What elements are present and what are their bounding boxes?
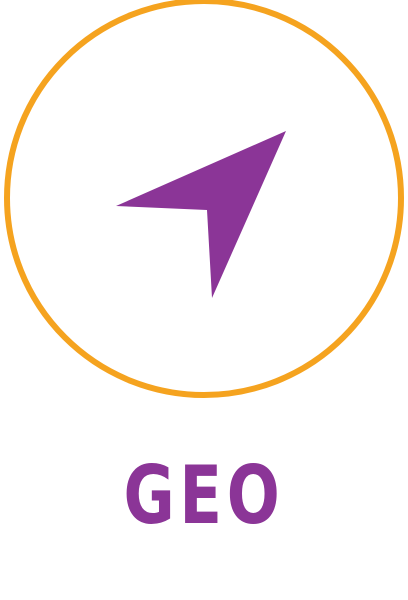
ring-badge-graphic: [4, 0, 404, 398]
ring-badge: [4, 0, 404, 398]
navigation-arrow-icon: [116, 131, 286, 298]
geo-label: GEO: [123, 449, 285, 542]
ring-circle: [4, 0, 404, 398]
